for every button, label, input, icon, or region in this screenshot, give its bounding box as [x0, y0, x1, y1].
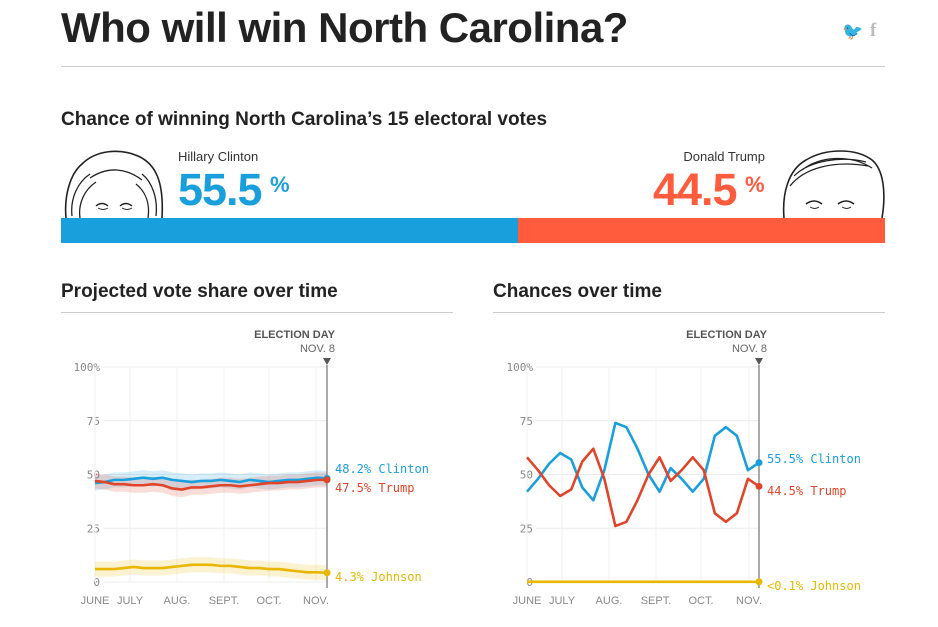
- chances-heading: Chances over time: [493, 281, 662, 302]
- vote-share-line-johnson: [95, 563, 328, 575]
- chances-divider: [493, 312, 885, 313]
- clinton-percent: 55.5: [178, 164, 263, 215]
- vote-share-election-date: NOV. 8: [300, 343, 335, 355]
- vote-share-election-arrow: [323, 358, 331, 365]
- clinton-name: Hillary Clinton: [178, 149, 259, 164]
- trump-percent: 44.5: [653, 164, 738, 215]
- trump-probability-bar: [518, 218, 885, 243]
- vote-share-divider: [61, 312, 453, 313]
- vote-share-end-label-trump: 47.5% Trump: [335, 481, 414, 495]
- vote-share-x-tick: JULY: [117, 595, 144, 607]
- vote-share-line-clinton: [94, 476, 328, 485]
- vote-share-line-trump: [94, 478, 327, 491]
- summary-heading: Chance of winning North Carolina’s 15 el…: [61, 109, 548, 130]
- vote-share-y-tick: 100%: [74, 361, 101, 374]
- trump-name: Donald Trump: [683, 149, 765, 164]
- trump-percent-sign: %: [745, 172, 765, 197]
- clinton-portrait: [64, 150, 164, 218]
- vote-share-end-dot-johnson: [323, 569, 331, 577]
- vote-share-election-label: ELECTION DAY: [254, 329, 336, 341]
- vote-share-x-tick: JUNE: [81, 595, 110, 607]
- vote-share-y-tick: 50: [87, 469, 100, 482]
- twitter-icon[interactable]: 🐦: [842, 22, 864, 42]
- vote-share-y-tick: 75: [87, 415, 100, 428]
- vote-share-band-johnson: [95, 557, 327, 581]
- vote-share-x-tick: OCT.: [256, 595, 281, 607]
- vote-share-heading: Projected vote share over time: [61, 281, 338, 302]
- clinton-percent-sign: %: [270, 172, 290, 197]
- vote-share-x-tick: AUG.: [164, 595, 191, 607]
- vote-share-x-tick: NOV.: [303, 595, 329, 607]
- trump-portrait: [782, 150, 885, 218]
- vote-share-y-tick: 0: [93, 576, 100, 589]
- facebook-icon[interactable]: f: [870, 20, 877, 41]
- title-divider: [61, 66, 885, 67]
- vote-share-end-dot-trump: [323, 476, 331, 484]
- clinton-probability-bar: [61, 218, 518, 243]
- vote-share-x-tick: SEPT.: [209, 595, 240, 607]
- vote-share-end-label-clinton: 48.2% Clinton: [335, 462, 429, 476]
- page-title: Who will win North Carolina?: [61, 4, 628, 51]
- vote-share-y-tick: 25: [87, 522, 100, 535]
- vote-share-end-label-johnson: 4.3% Johnson: [335, 570, 422, 584]
